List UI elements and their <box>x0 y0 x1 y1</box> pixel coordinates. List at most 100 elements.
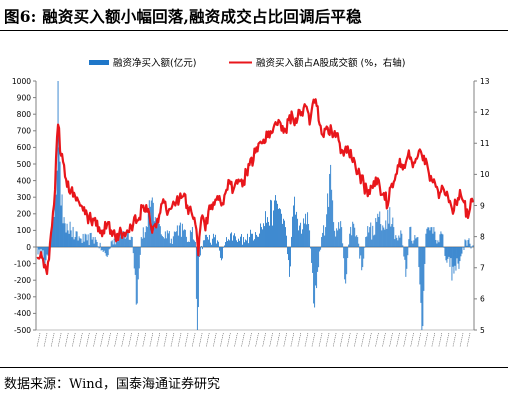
legend: 融资净买入额(亿元) 融资买入额占A股成交额 (%，右轴) <box>89 57 405 69</box>
x-axis-labels <box>36 332 471 348</box>
bar <box>54 197 56 247</box>
y-left-tick-label: 500 <box>17 160 32 169</box>
bar <box>232 240 233 247</box>
bar <box>441 233 443 247</box>
x-tick-label <box>346 332 351 348</box>
bar <box>411 240 413 247</box>
bar <box>165 238 167 247</box>
bar <box>136 247 138 304</box>
x-tick-label <box>353 332 358 348</box>
bar <box>272 225 273 247</box>
x-tick-label <box>424 332 428 348</box>
x-tick-label <box>93 332 97 348</box>
bar <box>209 242 211 247</box>
x-tick-label <box>71 332 76 348</box>
bar <box>255 232 256 247</box>
bar <box>153 221 155 247</box>
bar <box>439 234 441 247</box>
bar <box>58 147 60 247</box>
bar <box>193 240 195 247</box>
bar <box>430 227 432 247</box>
bar <box>258 236 259 247</box>
bar <box>301 233 303 247</box>
bar <box>43 247 45 260</box>
y-left-tick-label: -100 <box>14 259 31 268</box>
x-tick-label <box>114 332 118 348</box>
bar <box>133 247 135 269</box>
bar <box>84 233 86 247</box>
bar <box>264 226 265 247</box>
bar <box>324 235 326 247</box>
bar <box>442 234 444 247</box>
bar <box>261 227 262 247</box>
bar <box>359 247 361 259</box>
bar <box>211 238 213 247</box>
bar <box>433 227 435 247</box>
bar <box>374 234 376 247</box>
bar <box>305 213 307 247</box>
bar <box>418 247 420 268</box>
bar <box>386 228 388 247</box>
bar <box>243 237 244 247</box>
bar <box>146 227 148 247</box>
bar <box>446 247 448 263</box>
bar <box>126 230 128 247</box>
bar <box>169 243 171 247</box>
bar <box>213 237 215 247</box>
x-tick-label <box>311 332 316 348</box>
bar <box>219 247 221 258</box>
bar <box>360 247 362 256</box>
bar <box>303 218 305 247</box>
bar <box>234 233 235 247</box>
x-tick-label <box>241 332 245 348</box>
bar <box>189 230 191 247</box>
bar <box>369 227 371 247</box>
y-right-tick-label: 11 <box>480 139 490 148</box>
x-tick-label <box>297 332 302 348</box>
bar <box>311 247 313 263</box>
bar <box>381 230 383 247</box>
x-tick-label <box>445 332 450 348</box>
bar <box>241 234 242 247</box>
bar <box>206 237 208 247</box>
bar <box>251 233 252 247</box>
bar <box>329 173 331 247</box>
x-tick-label <box>325 332 330 348</box>
bar <box>284 220 285 247</box>
bar <box>407 247 409 256</box>
bar <box>472 245 474 247</box>
bar <box>306 224 308 247</box>
bar <box>246 240 247 247</box>
bar <box>52 221 54 247</box>
bar <box>385 220 387 247</box>
bar <box>128 239 130 247</box>
bar <box>280 209 281 247</box>
bar <box>347 247 349 259</box>
y-left-tick-label: 100 <box>17 226 32 235</box>
bar <box>109 247 111 249</box>
bar <box>471 246 473 247</box>
bar <box>452 247 454 267</box>
y-left-tick-label: -400 <box>14 309 31 318</box>
bar <box>257 236 258 247</box>
bar <box>314 247 316 308</box>
bar <box>302 229 304 247</box>
bar <box>338 222 340 247</box>
bar <box>154 217 156 247</box>
bar <box>396 237 398 247</box>
bar <box>460 247 462 257</box>
bar <box>322 232 324 247</box>
bar <box>59 161 61 247</box>
bar <box>287 247 288 255</box>
bar <box>273 210 274 247</box>
bar <box>304 223 306 247</box>
bar <box>410 226 412 247</box>
bar <box>226 237 227 247</box>
x-tick-label <box>184 332 189 348</box>
legend-swatch-bar <box>89 60 109 65</box>
bar <box>434 231 436 247</box>
bar <box>174 232 176 247</box>
bar <box>350 226 352 247</box>
bar <box>344 247 346 280</box>
x-tick-label <box>170 332 175 348</box>
